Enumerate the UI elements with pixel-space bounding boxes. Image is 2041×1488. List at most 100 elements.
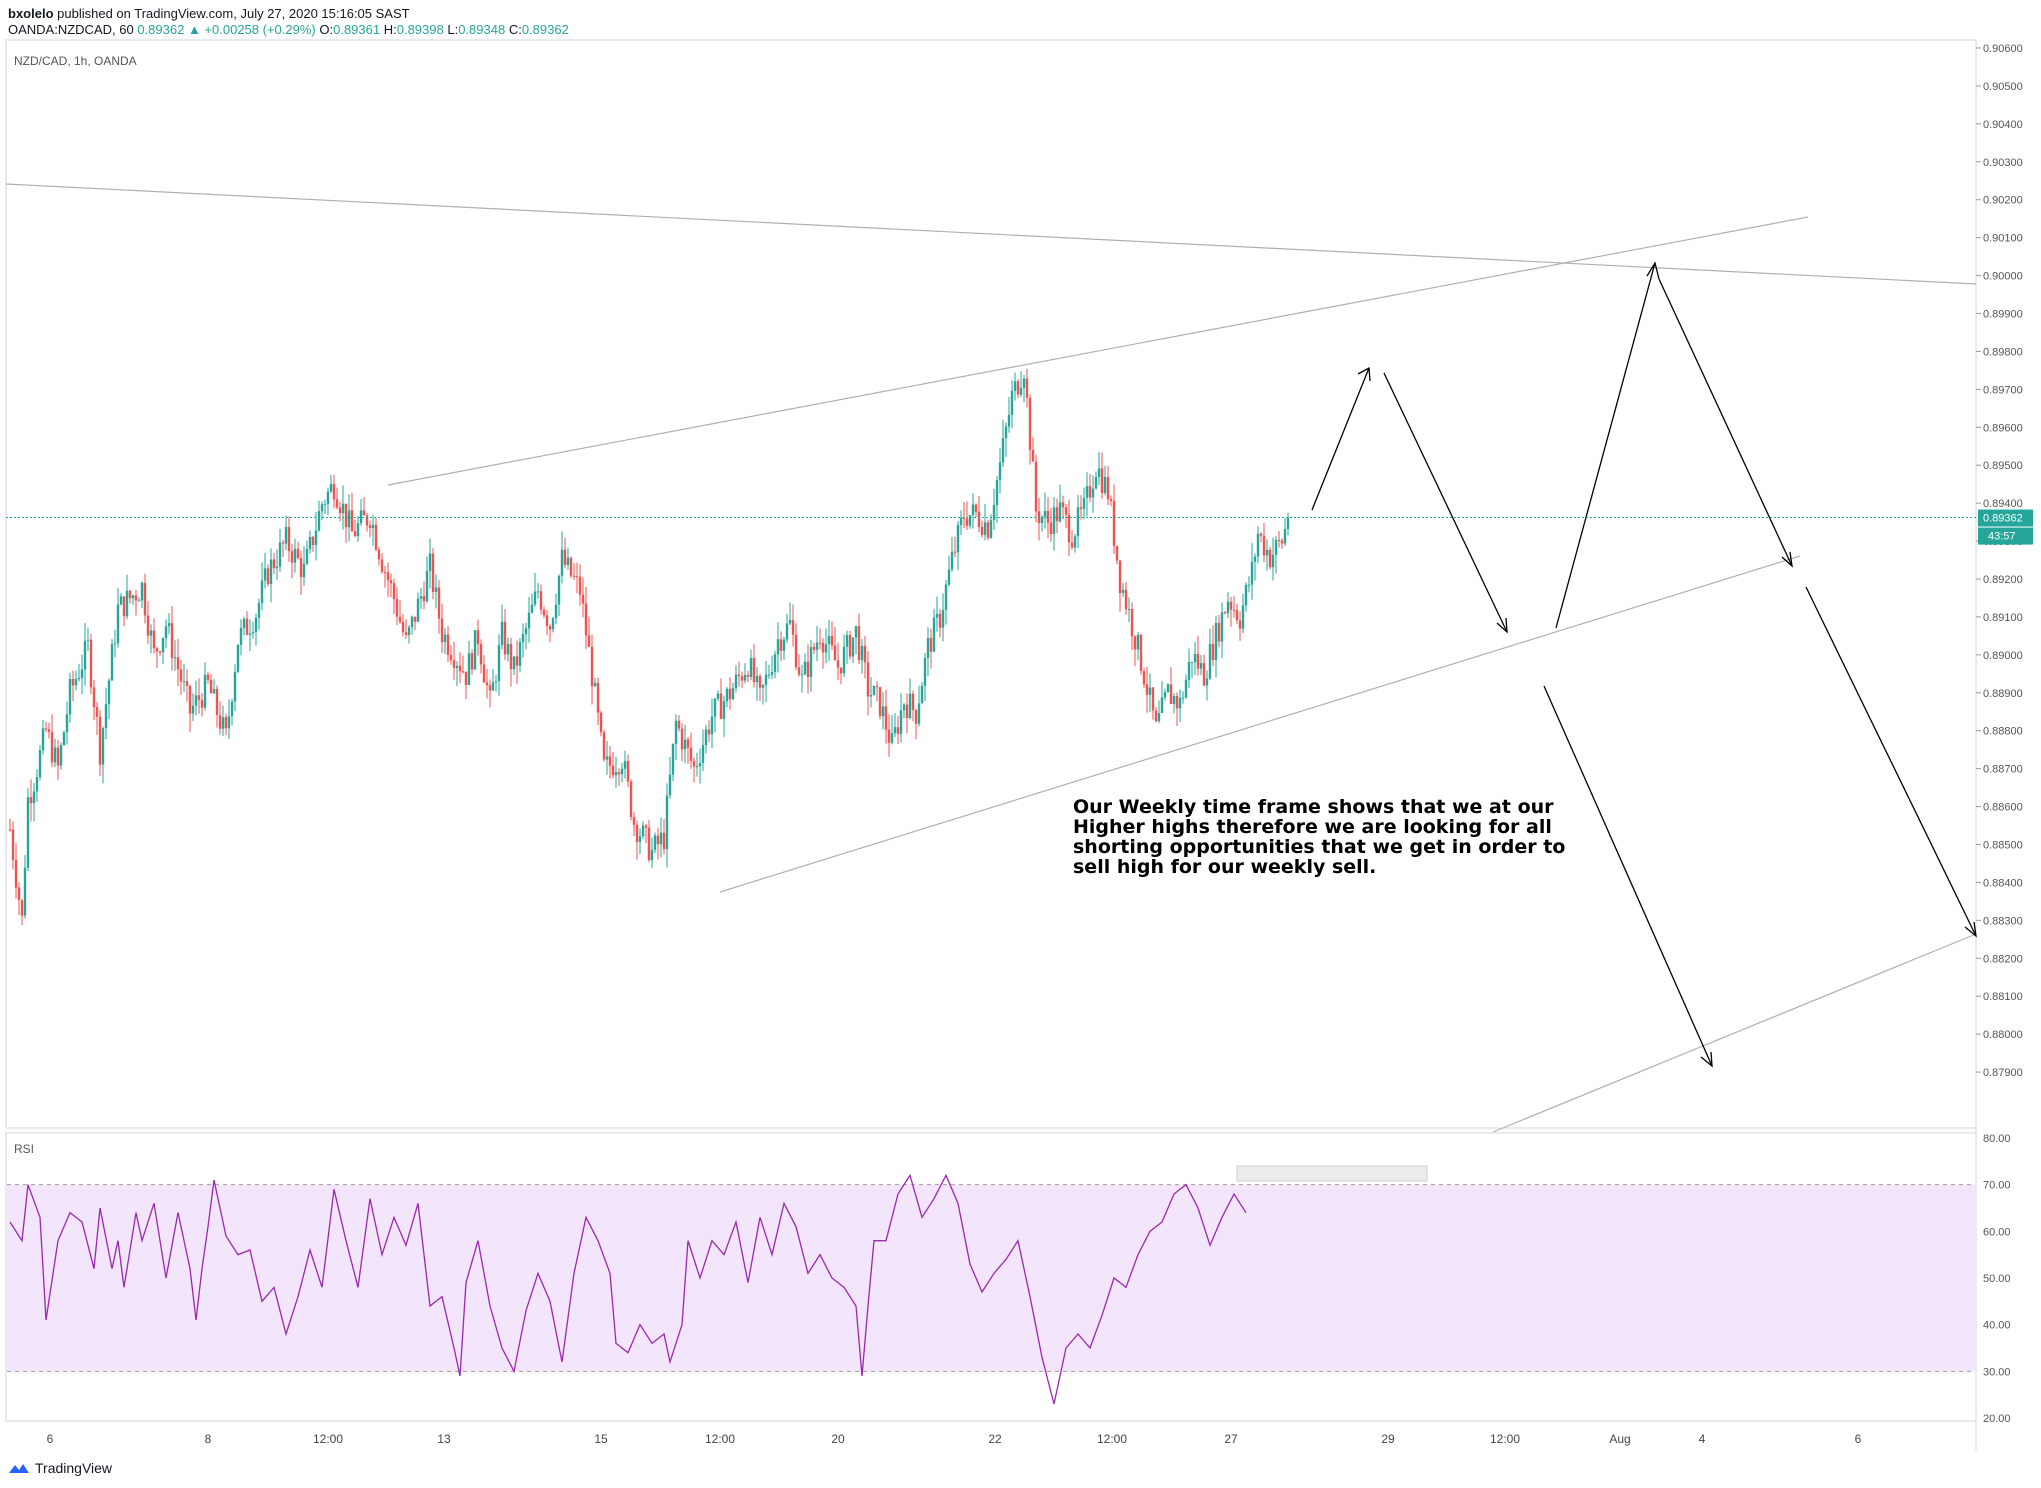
candle-body: [206, 674, 210, 680]
candle-body: [1121, 589, 1125, 594]
resistance-trendline[interactable]: [5, 183, 1977, 285]
candle-body: [317, 511, 321, 531]
candle-body: [233, 671, 237, 702]
time-axis[interactable]: 6 8 12:00 13 15 12:00 20 22 12:00 27 29 12:00 Aug 4 6: [47, 1432, 1862, 1446]
candle-body: [668, 774, 672, 796]
candle-body: [359, 510, 363, 524]
candle-body: [1220, 612, 1224, 642]
arrow-down-3[interactable]: [1543, 685, 1713, 1067]
candle-body: [905, 704, 909, 719]
candle-body: [41, 728, 45, 751]
candle-body: [812, 646, 816, 650]
rsi-tick-label: 70.00: [1983, 1180, 2011, 1192]
candle-body: [644, 825, 648, 828]
candle-body: [833, 645, 837, 661]
candle-body: [1103, 477, 1107, 493]
candle-body: [242, 618, 246, 628]
candle-body: [503, 621, 507, 655]
arrow-down-1[interactable]: [1383, 372, 1508, 633]
candle-body: [71, 678, 75, 686]
candle-body: [926, 637, 930, 658]
arrow-up-2[interactable]: [1555, 262, 1656, 629]
candle-body: [296, 548, 300, 558]
candle-body: [956, 524, 960, 553]
arrow-up-1[interactable]: [1311, 367, 1370, 511]
price-tick-label: 0.90000: [1983, 271, 2023, 283]
candle-body: [458, 665, 462, 672]
candle-body: [932, 617, 936, 652]
candle-body: [1202, 663, 1206, 686]
candle-body: [362, 510, 366, 516]
candle-body: [1142, 671, 1146, 685]
candle-body: [257, 602, 261, 618]
candle-body: [737, 674, 741, 677]
low-value: 0.89348: [458, 22, 506, 37]
candle-body: [1079, 507, 1083, 509]
candle-body: [290, 551, 294, 563]
candle-body: [557, 575, 561, 605]
candle-body: [89, 639, 93, 688]
rsi-title[interactable]: RSI: [14, 1142, 35, 1156]
candle-body: [1070, 542, 1074, 548]
candle-body: [446, 634, 450, 655]
candle-body: [647, 827, 651, 861]
candle-body: [536, 591, 540, 593]
price-tick-label: 0.88200: [1983, 953, 2023, 965]
candle-body: [626, 761, 630, 782]
candle-body: [914, 709, 918, 724]
candle-body: [743, 674, 747, 681]
candle-body: [596, 682, 600, 713]
candle-body: [515, 656, 519, 666]
candle-body: [326, 491, 330, 505]
candle-body: [338, 507, 342, 514]
arrow-down-4[interactable]: [1805, 586, 1977, 937]
candle-body: [959, 517, 963, 525]
candle-body: [236, 644, 240, 672]
pane-title[interactable]: NZD/CAD, 1h, OANDA: [14, 54, 137, 68]
open-value: 0.89361: [333, 22, 381, 37]
candle-body: [851, 637, 855, 657]
upper-channel-line[interactable]: [387, 216, 1809, 486]
symbol-label[interactable]: OANDA:NZDCAD, 60: [8, 22, 134, 37]
candle-body: [674, 720, 678, 744]
rsi-tick-label: 80.00: [1983, 1133, 2011, 1145]
candle-body: [1280, 540, 1284, 544]
projected-channel-line[interactable]: [1492, 933, 1977, 1133]
price-tick-label: 0.88900: [1983, 688, 2023, 700]
price-tick-label: 0.88800: [1983, 726, 2023, 738]
candle-body: [641, 825, 645, 837]
price-tick-label: 0.88600: [1983, 802, 2023, 814]
price-tick-label: 0.89100: [1983, 612, 2023, 624]
candle-body: [1259, 533, 1263, 536]
candle-body: [185, 681, 189, 686]
arrow-down-2[interactable]: [1658, 278, 1793, 567]
candle-body: [539, 591, 543, 610]
price-axis[interactable]: 0.90600 0.90500 0.90400 0.90300 0.90200 0.901…: [1976, 43, 2023, 1079]
publish-info: published on TradingView.com, July 27, 2…: [57, 6, 410, 21]
candle-body: [887, 729, 891, 743]
tradingview-brand[interactable]: TradingView: [35, 1460, 113, 1476]
candle-body: [827, 635, 831, 645]
candle-body: [974, 504, 978, 512]
analysis-annotation[interactable]: Our Weekly time frame shows that we at o…: [1073, 796, 1566, 878]
author-name[interactable]: bxolelo: [8, 6, 54, 21]
candle-body: [566, 557, 570, 566]
candle-body: [713, 698, 717, 717]
candle-body: [323, 504, 327, 506]
projection-arrows: [1311, 261, 1977, 1068]
candle-body: [437, 587, 441, 619]
lower-channel-line[interactable]: [719, 555, 1801, 893]
candle-body: [8, 829, 12, 831]
candle-body: [803, 661, 807, 675]
candle-body: [1175, 696, 1179, 709]
time-tick-label: 22: [988, 1432, 1002, 1446]
candle-body: [209, 679, 213, 694]
candle-body: [1217, 622, 1221, 642]
arrow-down-2-head: [1781, 551, 1793, 568]
candle-body: [1193, 653, 1197, 663]
rsi-axis[interactable]: 80.00 70.00 60.00 50.00 40.00 30.00 20.00: [1983, 1133, 2011, 1425]
candle-body: [1100, 468, 1104, 493]
candle-body: [1256, 533, 1260, 557]
candle-body: [104, 704, 108, 729]
change-value: ▲ +0.00258 (+0.29%): [187, 22, 316, 37]
